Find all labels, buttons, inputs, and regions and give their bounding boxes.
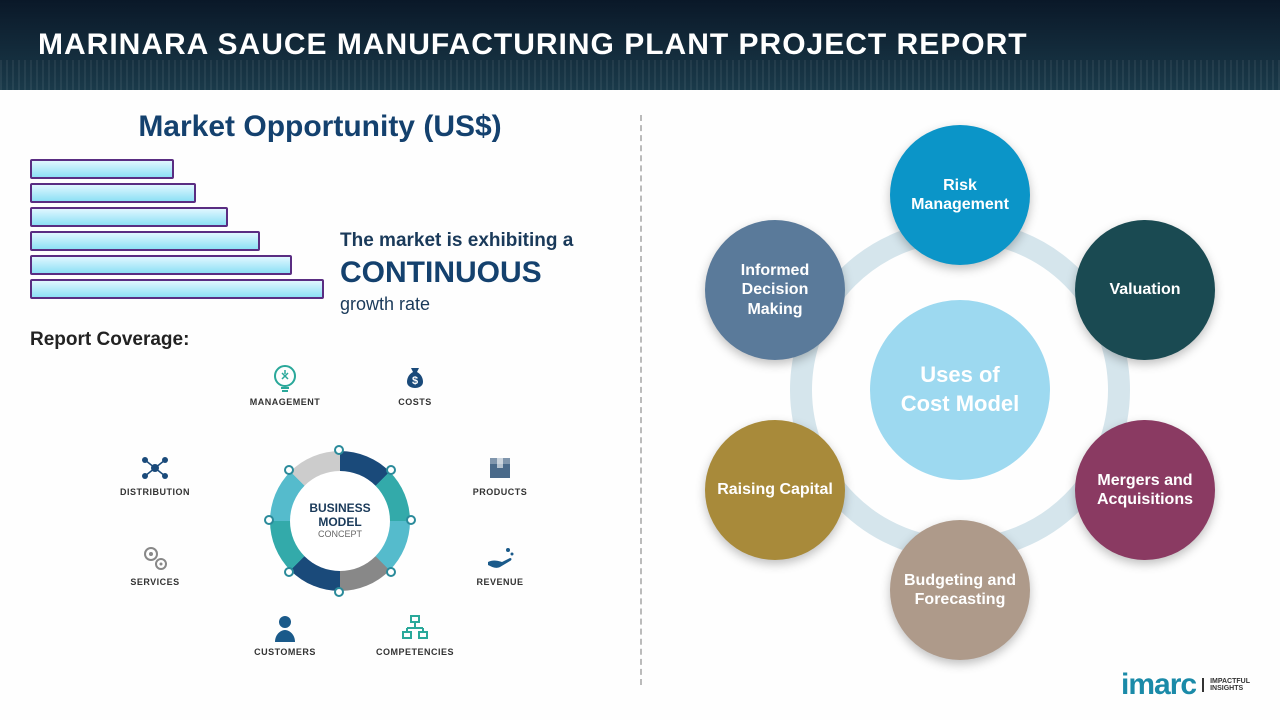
chart-title: Market Opportunity (US$) <box>30 110 610 144</box>
bar-row <box>30 207 610 227</box>
biz-item-label: COMPETENCIES <box>370 647 460 657</box>
svg-text:$: $ <box>412 375 418 387</box>
biz-item-label: COSTS <box>370 397 460 407</box>
cost-node: Raising Capital <box>705 420 845 560</box>
business-model-diagram: BUSINESS MODEL CONCEPT MANAGEMENT $ COSTS D… <box>70 361 570 661</box>
logo: imarc IMPACTFULINSIGHTS <box>1121 668 1250 702</box>
bar <box>30 207 228 227</box>
cost-node: Valuation <box>1075 220 1215 360</box>
moneybag-icon: $ <box>370 361 460 395</box>
bar <box>30 159 174 179</box>
cost-node: Risk Management <box>890 125 1030 265</box>
org-icon <box>370 611 460 645</box>
gears-icon <box>110 541 200 575</box>
biz-item-distribution: DISTRIBUTION <box>110 451 200 497</box>
biz-item-services: SERVICES <box>110 541 200 587</box>
report-coverage-heading: Report Coverage: <box>30 329 610 351</box>
bulb-icon <box>240 361 330 395</box>
bar <box>30 231 260 251</box>
network-icon <box>110 451 200 485</box>
biz-item-management: MANAGEMENT <box>240 361 330 407</box>
bar <box>30 255 292 275</box>
growth-big: CONTINUOUS <box>340 256 600 290</box>
logo-name: imarc <box>1121 668 1196 702</box>
biz-item-costs: $ COSTS <box>370 361 460 407</box>
cost-node: Mergers and Acquisitions <box>1075 420 1215 560</box>
hand-icon <box>455 541 545 575</box>
bar-row <box>30 159 610 179</box>
biz-item-products: PRODUCTS <box>455 451 545 497</box>
bar-row <box>30 183 610 203</box>
biz-item-label: SERVICES <box>110 577 200 587</box>
bar <box>30 183 196 203</box>
cost-model-diagram: Uses ofCost Model Risk Management Valuati… <box>660 110 1260 690</box>
biz-item-revenue: REVENUE <box>455 541 545 587</box>
growth-text: The market is exhibiting a CONTINUOUS gr… <box>340 230 600 315</box>
bar <box>30 279 324 299</box>
left-panel: Market Opportunity (US$) The market is e… <box>0 90 640 720</box>
biz-item-label: REVENUE <box>455 577 545 587</box>
cost-node: Informed Decision Making <box>705 220 845 360</box>
person-icon <box>240 611 330 645</box>
business-model-center: BUSINESS MODEL CONCEPT <box>270 451 410 591</box>
cost-model-center: Uses ofCost Model <box>870 300 1050 480</box>
page-title: MARINARA SAUCE MANUFACTURING PLANT PROJE… <box>0 0 1280 62</box>
cost-node: Budgeting and Forecasting <box>890 520 1030 660</box>
logo-tagline: IMPACTFULINSIGHTS <box>1202 678 1250 692</box>
biz-item-label: MANAGEMENT <box>240 397 330 407</box>
biz-item-customers: CUSTOMERS <box>240 611 330 657</box>
biz-item-competencies: COMPETENCIES <box>370 611 460 657</box>
biz-item-label: DISTRIBUTION <box>110 487 200 497</box>
content: Market Opportunity (US$) The market is e… <box>0 90 1280 720</box>
box-icon <box>455 451 545 485</box>
header: MARINARA SAUCE MANUFACTURING PLANT PROJE… <box>0 0 1280 90</box>
biz-item-label: PRODUCTS <box>455 487 545 497</box>
biz-item-label: CUSTOMERS <box>240 647 330 657</box>
growth-line1: The market is exhibiting a <box>340 230 600 252</box>
growth-line2: growth rate <box>340 294 600 315</box>
right-panel: Uses ofCost Model Risk Management Valuati… <box>640 90 1280 720</box>
